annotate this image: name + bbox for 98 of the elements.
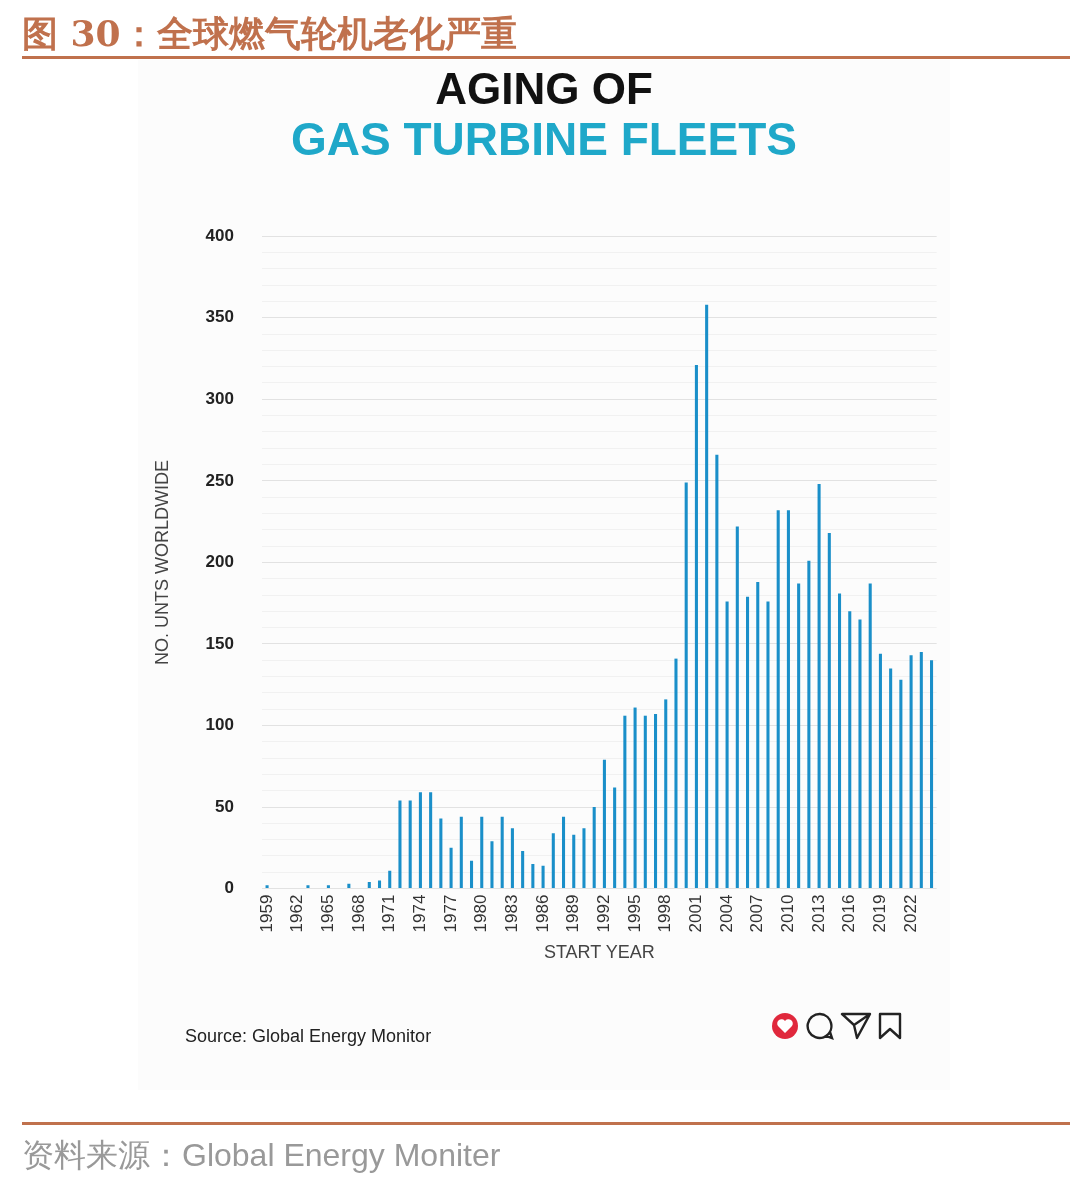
bar: [674, 658, 678, 889]
bar: [878, 653, 882, 889]
x-tick-label: 2022: [900, 894, 920, 933]
bar: [786, 510, 790, 889]
bar: [643, 715, 647, 889]
x-axis-title: START YEAR: [543, 942, 655, 963]
bar: [746, 596, 750, 889]
x-tick-label: 2016: [839, 894, 859, 933]
bar: [776, 510, 780, 889]
x-tick-label: 1965: [318, 894, 338, 933]
bar: [408, 800, 412, 889]
y-tick-label: 400: [205, 225, 234, 245]
x-tick-label: 2007: [747, 894, 767, 933]
bar: [265, 885, 269, 889]
bar: [326, 885, 330, 889]
bar: [684, 482, 688, 889]
x-tick-label: 2001: [686, 894, 706, 933]
bar: [510, 828, 514, 889]
x-tick-label: 2004: [716, 894, 736, 933]
x-tick-label: 1980: [471, 894, 491, 933]
bar: [725, 601, 729, 889]
bar: [623, 715, 627, 889]
y-tick-label: 150: [205, 633, 234, 653]
bar: [439, 818, 443, 889]
chart-subtitle: AGING OF: [434, 64, 654, 114]
x-tick-label: 1995: [624, 894, 644, 933]
x-tick-label: 1971: [379, 894, 399, 933]
bar: [930, 660, 934, 889]
bar: [664, 699, 668, 889]
bar: [572, 834, 576, 889]
bar: [521, 851, 525, 889]
y-tick-label: 300: [205, 388, 234, 408]
bar: [592, 807, 596, 889]
bar: [899, 679, 903, 889]
bar: [909, 655, 913, 889]
y-tick-label: 50: [215, 796, 234, 816]
x-tick-label: 1989: [563, 894, 583, 933]
bar: [838, 593, 842, 889]
text: GAS TURBINE FLEETS: [290, 112, 798, 166]
x-tick-label: 2010: [778, 894, 798, 933]
bar: [817, 484, 821, 889]
bar: [613, 787, 617, 889]
bar: [858, 619, 862, 889]
bar: [735, 526, 739, 889]
bar: [377, 880, 382, 889]
x-tick-label: 1974: [410, 894, 430, 933]
x-tick-label: 1968: [348, 894, 368, 933]
bar: [459, 816, 463, 889]
bar: [551, 833, 555, 889]
x-tick-label: 1983: [502, 894, 522, 933]
bar: [919, 652, 923, 889]
bar: [541, 865, 545, 889]
bar: [694, 365, 698, 889]
bar: [306, 885, 310, 889]
y-tick-label: 100: [205, 715, 234, 735]
x-tick-label: 1998: [655, 894, 675, 933]
bar: [469, 860, 474, 889]
x-tick-label: 1986: [532, 894, 552, 933]
bar: [500, 816, 504, 889]
bar: [429, 792, 433, 889]
bar: [531, 864, 535, 889]
bar: [654, 714, 658, 889]
x-tick-label: 1992: [594, 894, 614, 933]
bar: [705, 304, 709, 889]
bar: [449, 847, 453, 889]
bar: [490, 841, 494, 889]
x-tick-label: 2019: [870, 894, 890, 933]
x-tick-label: 2013: [808, 894, 828, 933]
bar: [367, 882, 371, 889]
y-tick-label: 200: [205, 552, 234, 572]
bar: [848, 611, 852, 889]
bar: [388, 870, 392, 889]
bar: [582, 828, 586, 889]
bar: [756, 581, 760, 889]
bar: [562, 816, 566, 889]
chart-title: 图 30：全球燃气轮机老化严重: [22, 11, 517, 56]
y-tick-label: 250: [205, 470, 234, 490]
bar: [398, 800, 402, 889]
bar: [889, 668, 893, 889]
source-note: Source: Global Energy Monitor: [185, 1026, 432, 1047]
bar: [633, 707, 637, 889]
bar: [418, 792, 422, 889]
bar: [715, 454, 719, 889]
bar: [868, 583, 872, 889]
bar: [766, 601, 770, 889]
x-tick-label: 1959: [256, 894, 276, 933]
bar: [602, 759, 606, 889]
bar: [807, 560, 811, 889]
bar: [797, 583, 801, 889]
x-tick-label: 1962: [287, 894, 307, 933]
bar: [347, 883, 351, 889]
x-tick-label: 1977: [440, 894, 460, 933]
y-tick-label: 0: [224, 878, 234, 898]
text: 资料来源：Global Energy Moniter: [22, 1136, 501, 1175]
y-axis-title: NO. UNTS WORLDWIDE: [151, 459, 172, 665]
y-tick-label: 350: [205, 307, 234, 327]
bar: [480, 816, 484, 889]
bar: [827, 533, 831, 889]
